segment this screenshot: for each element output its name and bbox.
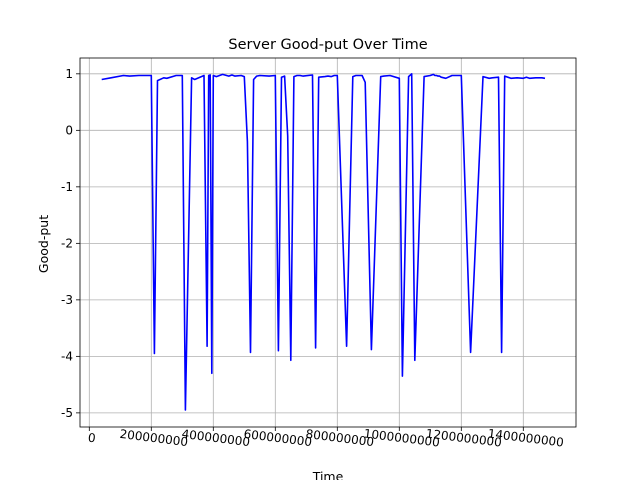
y-tick-label: 1	[65, 67, 73, 81]
chart-title: Server Good-put Over Time	[228, 37, 427, 53]
y-tick-label: 0	[65, 123, 73, 137]
x-tick-label: 600000000	[243, 427, 313, 449]
y-axis-label: Good-put	[36, 215, 51, 273]
series-layer	[101, 73, 546, 411]
x-tick-label: 400000000	[181, 427, 251, 449]
x-axis-label: Time	[312, 469, 344, 480]
y-axis-ticks: 1 0 -1 -2 -3 -4 -5	[61, 67, 80, 420]
goodput-series-line	[101, 73, 546, 411]
y-tick-label: -3	[61, 293, 73, 307]
x-axis-ticks: 0 200000000400000000600000000800000000100…	[87, 426, 564, 449]
y-tick-label: -5	[61, 406, 73, 420]
plot-frame	[79, 57, 577, 428]
y-tick-label: -4	[61, 349, 73, 363]
x-tick-label: 200000000	[119, 427, 189, 449]
x-tick-label: 0	[87, 431, 96, 446]
grid-lines	[80, 58, 576, 427]
y-tick-label: -2	[61, 236, 73, 250]
y-tick-label: -1	[61, 180, 73, 194]
